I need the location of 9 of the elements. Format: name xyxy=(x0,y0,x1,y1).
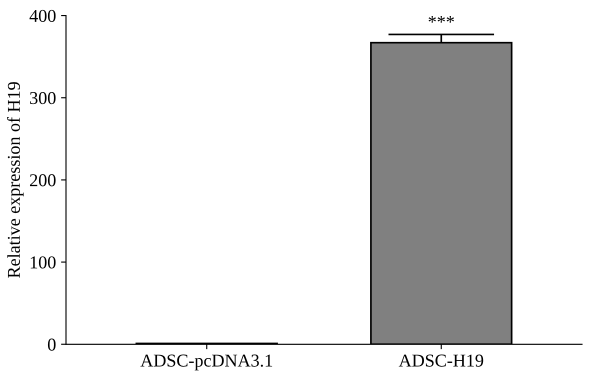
x-tick-label: ADSC-H19 xyxy=(398,354,484,367)
annotation: *** xyxy=(428,16,454,23)
y-tick-label: 0 xyxy=(48,338,56,351)
y-tick-label: 400 xyxy=(30,10,56,22)
y-axis-title: Relative expression of H19 xyxy=(7,82,24,278)
y-tick-label: 300 xyxy=(30,92,56,104)
y-tick-label: 200 xyxy=(30,174,56,186)
x-tick-label: ADSC-pcDNA3.1 xyxy=(140,354,272,370)
y-tick-label: 100 xyxy=(30,256,56,269)
